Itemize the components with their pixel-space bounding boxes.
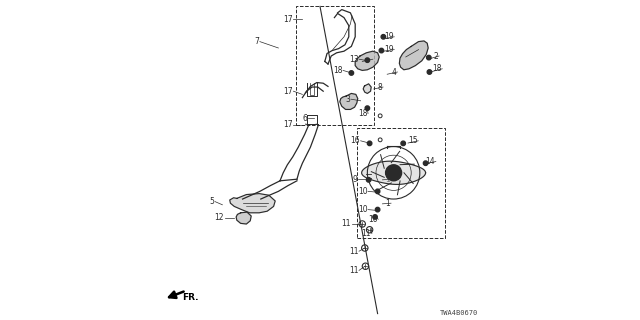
Polygon shape (230, 194, 275, 213)
Circle shape (375, 189, 380, 194)
Text: 2: 2 (434, 52, 438, 60)
Circle shape (428, 70, 432, 74)
Circle shape (366, 178, 371, 182)
Text: 5: 5 (209, 197, 214, 206)
Circle shape (365, 58, 370, 62)
Text: 10: 10 (368, 215, 378, 224)
Circle shape (401, 141, 406, 146)
Text: 17: 17 (283, 87, 292, 96)
Text: 9: 9 (353, 175, 358, 184)
Circle shape (349, 71, 354, 75)
Circle shape (375, 207, 380, 212)
Circle shape (423, 161, 428, 165)
Circle shape (426, 55, 431, 60)
Text: 8: 8 (378, 83, 383, 92)
Text: 17: 17 (283, 15, 292, 24)
Polygon shape (364, 84, 371, 93)
Bar (296, 6, 374, 125)
Circle shape (385, 165, 402, 181)
Text: 17: 17 (283, 120, 292, 129)
Circle shape (367, 141, 372, 146)
Polygon shape (399, 41, 428, 70)
Polygon shape (362, 161, 426, 184)
Text: 19: 19 (384, 32, 394, 41)
Text: 11: 11 (349, 266, 358, 275)
Text: 19: 19 (384, 45, 394, 54)
Text: 6: 6 (302, 114, 307, 123)
Text: 12: 12 (214, 213, 224, 222)
Text: TWA4B0670: TWA4B0670 (440, 310, 479, 316)
Text: 4: 4 (392, 68, 397, 76)
Circle shape (372, 215, 378, 219)
Polygon shape (236, 212, 251, 224)
Circle shape (381, 35, 385, 39)
Text: 1: 1 (386, 199, 390, 208)
Text: 7: 7 (254, 37, 259, 46)
Text: 14: 14 (426, 157, 435, 166)
Text: 18: 18 (358, 109, 367, 118)
Text: 10: 10 (358, 205, 367, 214)
Text: 18: 18 (432, 64, 442, 73)
Text: 1: 1 (386, 175, 390, 184)
Circle shape (365, 106, 370, 110)
Circle shape (379, 48, 384, 53)
Text: 16: 16 (350, 136, 360, 145)
Text: 10: 10 (358, 187, 367, 196)
Text: 13: 13 (349, 55, 358, 64)
Text: FR.: FR. (182, 293, 198, 302)
Text: 11: 11 (349, 247, 358, 256)
Text: 18: 18 (333, 66, 342, 75)
Polygon shape (355, 51, 380, 70)
Bar (357, 128, 445, 238)
Text: 3: 3 (346, 95, 351, 104)
Text: 11: 11 (362, 229, 371, 238)
Polygon shape (340, 93, 358, 109)
Text: 11: 11 (342, 220, 351, 228)
Text: 15: 15 (408, 136, 418, 145)
